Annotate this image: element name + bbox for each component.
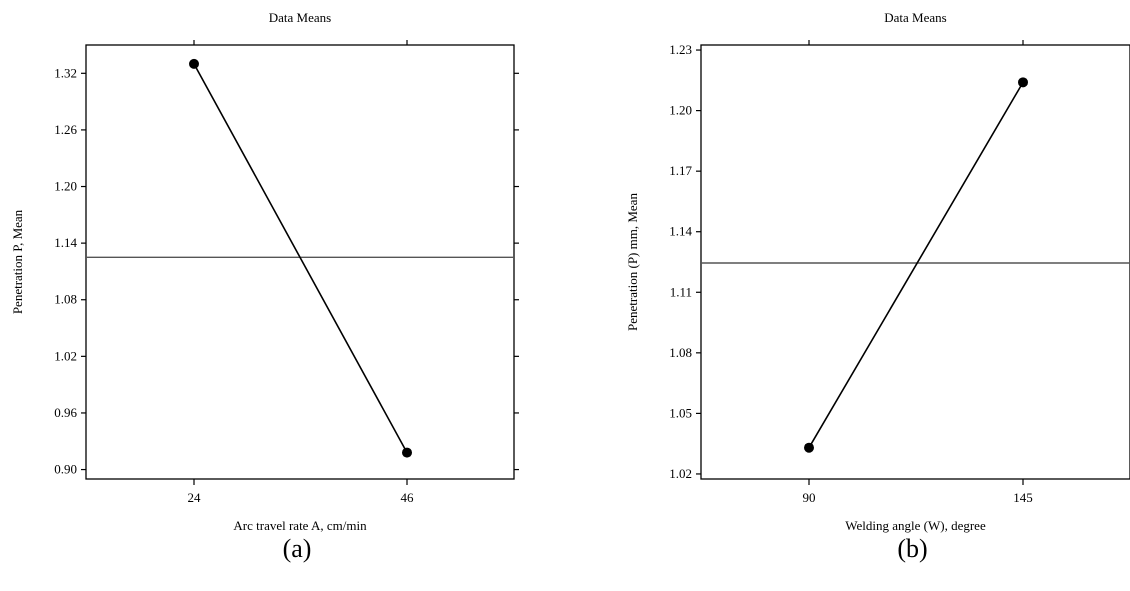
y-axis-label: Penetration P, Mean bbox=[10, 209, 25, 314]
x-axis-label: Welding angle (W), degree bbox=[845, 518, 986, 533]
y-tick-label: 1.08 bbox=[669, 345, 692, 360]
y-tick-label: 1.11 bbox=[670, 284, 692, 299]
y-tick-label: 1.02 bbox=[54, 348, 77, 363]
y-tick-label: 1.14 bbox=[669, 224, 692, 239]
y-tick-label: 1.05 bbox=[669, 405, 692, 420]
y-tick-label: 0.90 bbox=[54, 462, 77, 477]
plot-frame bbox=[700, 44, 1130, 480]
x-tick-label: 145 bbox=[1013, 490, 1033, 505]
y-tick-label: 1.32 bbox=[54, 65, 77, 80]
y-tick-label: 1.26 bbox=[54, 122, 77, 137]
x-tick-label: 90 bbox=[803, 490, 816, 505]
plot-frame bbox=[85, 44, 515, 480]
y-tick-label: 1.20 bbox=[54, 179, 77, 194]
data-point-145 bbox=[1018, 77, 1028, 88]
x-tick-label: 24 bbox=[188, 490, 202, 505]
x-axis-label: Arc travel rate A, cm/min bbox=[233, 518, 367, 533]
chart-panel-b: Data Means 1.02 1.05 1.08 1.11 1.14 1.17 1.20 1.… bbox=[625, 10, 1130, 563]
y-tick-label: 1.08 bbox=[54, 292, 77, 307]
means-line bbox=[808, 81, 1024, 449]
panel-caption: (b) bbox=[897, 534, 927, 563]
data-point-46 bbox=[402, 447, 412, 458]
data-point-24 bbox=[189, 58, 199, 69]
y-tick-label: 1.14 bbox=[54, 235, 77, 250]
chart-panel-a: Data Means 0.90 0.96 1.02 1.08 1.14 1.20 1.26 1.… bbox=[10, 10, 519, 563]
chart-title: Data Means bbox=[884, 10, 946, 25]
y-tick-label: 1.17 bbox=[669, 163, 692, 178]
data-point-90 bbox=[804, 442, 814, 453]
means-line bbox=[193, 63, 408, 453]
y-tick-label: 1.02 bbox=[669, 466, 692, 481]
panel-caption: (a) bbox=[283, 534, 312, 563]
y-tick-label: 1.20 bbox=[669, 103, 692, 118]
y-axis-label: Penetration (P) mm, Mean bbox=[625, 193, 640, 331]
y-tick-label: 1.23 bbox=[669, 42, 692, 57]
y-tick-label: 0.96 bbox=[54, 405, 77, 420]
chart-title: Data Means bbox=[269, 10, 331, 25]
x-tick-label: 46 bbox=[401, 490, 415, 505]
